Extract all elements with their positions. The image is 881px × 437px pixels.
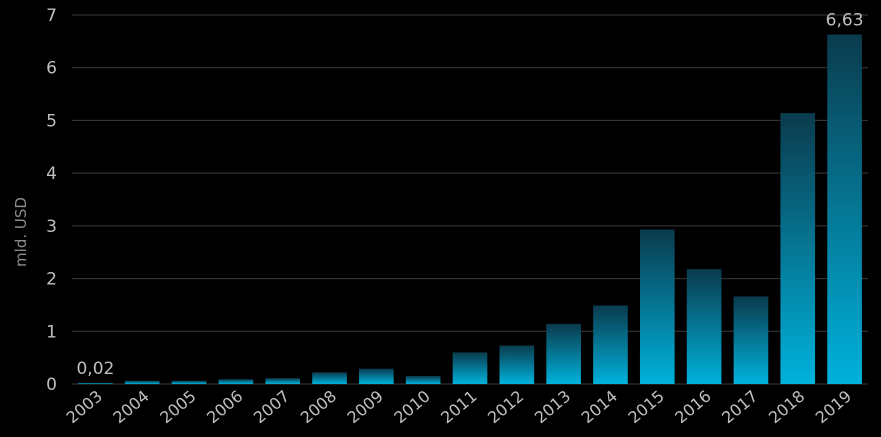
data-label: 6,63 [826, 11, 864, 31]
x-tick-label: 2017 [718, 387, 761, 428]
bars [78, 34, 862, 385]
bar-2013 [546, 323, 581, 384]
x-tick-label: 2011 [437, 387, 480, 428]
x-axis-ticks: 2003 2004 2005 2006 2007 2008 2009 2010 2011 2012… [63, 387, 856, 428]
bar-2015 [639, 229, 675, 384]
bar-2016 [686, 269, 722, 384]
bar-2014 [593, 305, 628, 384]
x-tick-label: 2016 [671, 387, 714, 428]
y-tick-label: 6 [46, 59, 57, 79]
bar-2003 [78, 382, 113, 384]
bar-2007 [265, 378, 301, 384]
x-tick-label: 2012 [484, 387, 527, 428]
bar-2010 [405, 376, 441, 384]
x-tick-label: 2006 [203, 387, 246, 428]
data-labels: 0,02 6,63 [76, 11, 863, 379]
y-tick-label: 2 [46, 270, 57, 290]
bar-2004 [124, 380, 160, 384]
x-tick-label: 2007 [250, 387, 293, 428]
y-axis-label: mld. USD [12, 197, 30, 267]
bar-2012 [499, 345, 535, 384]
data-label: 0,02 [76, 359, 114, 379]
bar-2011 [452, 352, 488, 384]
x-tick-label: 2009 [344, 387, 387, 428]
y-axis-ticks: 0 1 2 3 4 5 6 7 [46, 6, 57, 395]
x-tick-label: 2015 [624, 387, 667, 428]
x-tick-label: 2014 [578, 387, 621, 428]
bar-2005 [171, 380, 207, 384]
bar-2019 [827, 34, 862, 385]
y-tick-label: 0 [46, 375, 57, 395]
y-tick-label: 5 [46, 111, 57, 131]
y-tick-label: 7 [46, 6, 57, 26]
x-tick-label: 2010 [390, 387, 433, 428]
x-tick-label: 2013 [531, 387, 574, 428]
bar-2009 [359, 368, 394, 384]
y-tick-label: 4 [46, 164, 57, 184]
x-tick-label: 2004 [109, 387, 152, 428]
x-tick-label: 2003 [63, 387, 106, 428]
bar-2008 [312, 372, 347, 384]
y-tick-label: 1 [46, 322, 57, 342]
x-tick-label: 2019 [812, 387, 855, 428]
gridlines [72, 14, 868, 385]
bar-2006 [218, 379, 254, 384]
x-tick-label: 2008 [297, 387, 340, 428]
bar-2018 [780, 113, 816, 384]
x-tick-label: 2018 [765, 387, 808, 428]
bar-2017 [733, 296, 769, 384]
x-tick-label: 2005 [156, 387, 199, 428]
y-tick-label: 3 [46, 217, 57, 237]
